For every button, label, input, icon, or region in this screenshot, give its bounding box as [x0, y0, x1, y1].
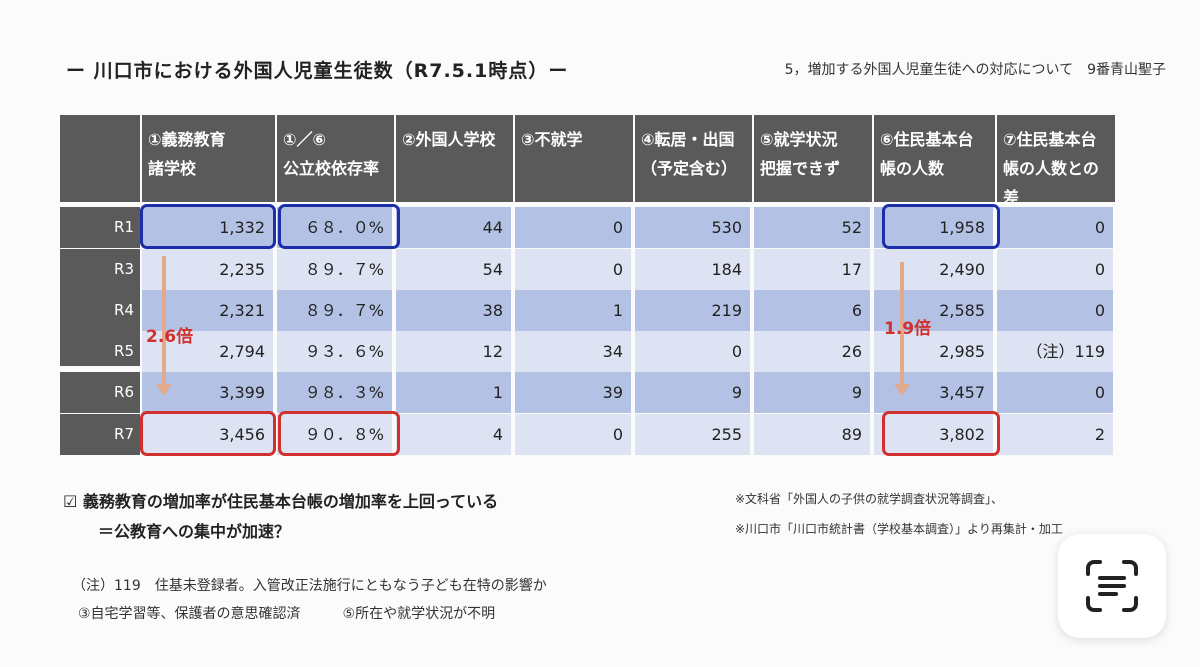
multiplier-right-label: 1.9倍 — [884, 319, 932, 339]
row-label: R5 — [60, 331, 140, 372]
table-cell: 184 — [635, 249, 750, 290]
table-cell: 530 — [635, 207, 750, 248]
table-cell: 52 — [754, 207, 870, 248]
column-header-text: ⑦住民基本台 — [1003, 130, 1097, 149]
conclusion-text: ＝公教育への集中が加速？ — [98, 522, 291, 541]
page-subtitle: 5，増加する外国人児童生徒への対応について 9番青山聖子 — [784, 62, 1166, 78]
column-header-4: ③不就学 — [515, 115, 633, 202]
column-header-text: ⑤就学状況 — [760, 130, 838, 149]
column-header-text: （予定含む） — [641, 159, 738, 178]
column-header-text: 帳の人数 — [880, 159, 945, 178]
row-label: R6 — [60, 372, 140, 413]
table-cell: ９３．６% — [277, 331, 392, 372]
table-cell: 39 — [515, 372, 631, 413]
table-cell: （注）119 — [997, 331, 1113, 372]
check-statement: ☑ 義務教育の増加率が住民基本台帳の増加率を上回っている — [63, 492, 499, 511]
table-cell: 0 — [515, 207, 631, 248]
row-label: R1 — [60, 207, 140, 248]
highlight-r7-compulsory — [140, 411, 276, 456]
table-cell: 9 — [754, 372, 870, 413]
table-cell: 9 — [635, 372, 750, 413]
live-text-scan-icon — [1086, 560, 1138, 612]
table-cell: 0 — [997, 372, 1113, 413]
multiplier-left-label: 2.6倍 — [146, 327, 194, 347]
highlight-r1-compulsory — [140, 204, 276, 249]
table-cell: 26 — [754, 331, 870, 372]
growth-arrow-left-head — [156, 384, 172, 396]
table-cell: 1,332 — [142, 207, 273, 248]
table-cell: 2,985 — [874, 331, 993, 372]
table-cell: 44 — [396, 207, 511, 248]
table-cell: 89 — [754, 414, 870, 455]
column-header-1: ①義務教育諸学校 — [142, 115, 275, 202]
table-cell: 3,802 — [874, 414, 993, 455]
column-header-text: 把握できず — [760, 159, 841, 178]
source-note-2: ※川口市「川口市統計書（学校基本調査）」より再集計・加工 — [735, 522, 1063, 536]
highlight-r1-ratio — [278, 204, 400, 249]
row-label: R7 — [60, 414, 140, 455]
growth-arrow-right-head — [894, 384, 910, 396]
column-header-3: ②外国人学校 — [396, 115, 513, 202]
header-corner — [60, 115, 140, 202]
column-header-text: 諸学校 — [148, 159, 197, 178]
table-cell: 0 — [515, 414, 631, 455]
page-title: ー 川口市における外国人児童生徒数（R7.5.1時点）ー — [66, 60, 569, 82]
source-note-1: ※文科省「外国人の子供の就学調査状況等調査」、 — [735, 492, 1004, 506]
table-cell: 54 — [396, 249, 511, 290]
table-cell: 0 — [997, 249, 1113, 290]
live-text-scan-button[interactable] — [1058, 534, 1166, 638]
table-cell: 17 — [754, 249, 870, 290]
column-header-text: 公立校依存率 — [283, 159, 380, 178]
growth-arrow-right — [900, 262, 904, 384]
table-cell: 0 — [997, 290, 1113, 331]
table-cell: 255 — [635, 414, 750, 455]
table-cell: 34 — [515, 331, 631, 372]
table-cell: 0 — [635, 331, 750, 372]
table-cell: 1 — [515, 290, 631, 331]
highlight-r7-ratio — [278, 411, 400, 456]
table-cell: 3,457 — [874, 372, 993, 413]
column-header-text: ③不就学 — [521, 130, 583, 149]
column-header-5: ④転居・出国 （予定含む） — [635, 115, 752, 202]
column-header-text: ①／⑥ — [283, 130, 327, 149]
highlight-r7-resident — [882, 411, 1000, 456]
growth-arrow-left — [162, 256, 166, 384]
table-cell: ９０．８% — [277, 414, 392, 455]
column-header-8: ⑦住民基本台 帳の人数との差 — [997, 115, 1115, 207]
column-header-text: ④転居・出国 — [641, 130, 735, 149]
highlight-r1-resident — [882, 204, 1000, 249]
column-header-text: ⑥住民基本台 — [880, 130, 974, 149]
table-cell: 219 — [635, 290, 750, 331]
row-label: R4 — [60, 290, 140, 331]
table-cell: ８９．７% — [277, 290, 392, 331]
table-cell: 2,490 — [874, 249, 993, 290]
row-label: R3 — [60, 249, 140, 290]
table-cell: 2,585 — [874, 290, 993, 331]
table-cell: ６８．０% — [277, 207, 392, 248]
column-header-7: ⑥住民基本台 帳の人数 — [874, 115, 995, 202]
table-cell: ９８．３% — [277, 372, 392, 413]
column-header-2: ①／⑥ 公立校依存率 — [277, 115, 394, 202]
table-cell: ８９．７% — [277, 249, 392, 290]
table-cell: 38 — [396, 290, 511, 331]
column-header-text: ①義務教育 — [148, 130, 226, 149]
footnote-2: ③自宅学習等、保護者の意思確認済 ⑤所在や就学状況が不明 — [78, 606, 496, 622]
table-cell: 1 — [396, 372, 511, 413]
column-header-6: ⑤就学状況把握できず — [754, 115, 872, 202]
row-group-divider — [60, 366, 140, 372]
table-cell: 0 — [997, 207, 1113, 248]
column-header-text: 差 — [1003, 188, 1020, 207]
footnote-1: （注）119 住基未登録者。入管改正法施行にともなう子ども在特の影響か — [72, 578, 547, 594]
table-cell: 4 — [396, 414, 511, 455]
column-header-text: 帳の人数との — [1003, 159, 1099, 178]
table-cell: 6 — [754, 290, 870, 331]
column-header-text: ②外国人学校 — [402, 130, 496, 149]
table-cell: 2 — [997, 414, 1113, 455]
table-cell: 1,958 — [874, 207, 993, 248]
table-cell: 12 — [396, 331, 511, 372]
table-cell: 3,456 — [142, 414, 273, 455]
table-cell: 0 — [515, 249, 631, 290]
